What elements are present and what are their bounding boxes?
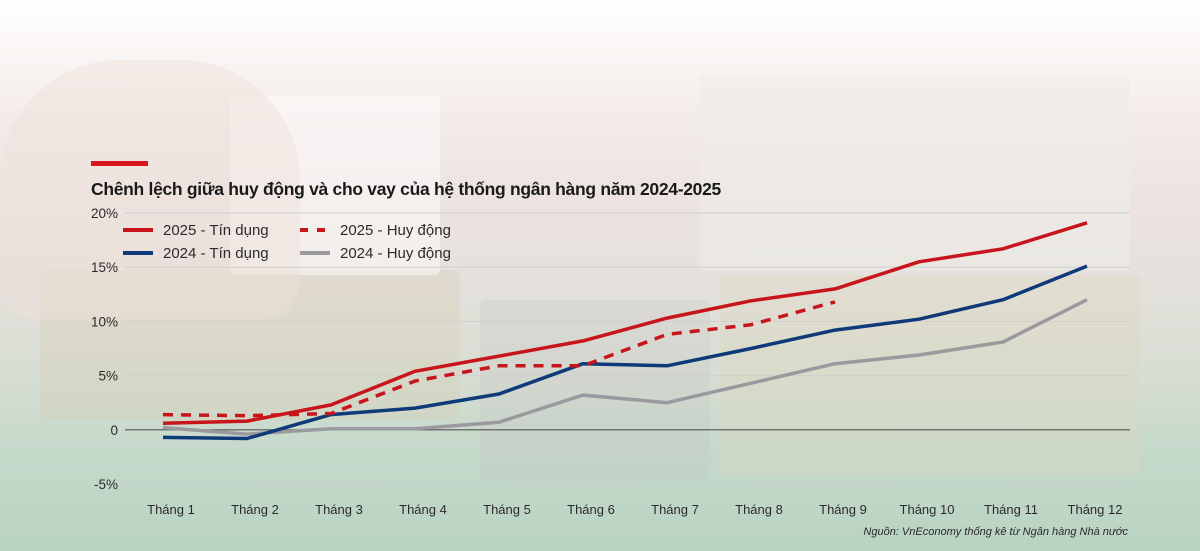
y-tick-label: 5% bbox=[98, 369, 118, 384]
series-line-3 bbox=[162, 298, 1088, 436]
y-tick-label: -5% bbox=[94, 477, 118, 492]
x-tick-label: Tháng 8 bbox=[735, 502, 783, 517]
x-tick-label: Tháng 9 bbox=[819, 502, 867, 517]
banknote-stack-left bbox=[40, 270, 460, 420]
series-line-1 bbox=[162, 300, 836, 418]
y-axis-ticks: 20% 15% 10% 5% 0 -5% bbox=[91, 206, 118, 492]
banknote-stack-left-top bbox=[230, 95, 440, 275]
legend-label: 2024 - Tín dụng bbox=[163, 245, 269, 262]
x-tick-label: Tháng 11 bbox=[984, 502, 1038, 517]
y-tick-label: 20% bbox=[91, 206, 118, 221]
y-tick-label: 0 bbox=[110, 423, 118, 438]
x-tick-label: Tháng 12 bbox=[1068, 502, 1123, 517]
y-tick-label: 15% bbox=[91, 260, 118, 275]
source-note: Nguồn: VnEconomy thống kê từ Ngân hàng N… bbox=[863, 526, 1128, 538]
x-tick-label: Tháng 1 bbox=[147, 502, 195, 517]
x-tick-label: Tháng 2 bbox=[231, 502, 279, 517]
legend-label: 2024 - Huy động bbox=[340, 245, 451, 262]
x-tick-label: Tháng 4 bbox=[399, 502, 447, 517]
series-line-0 bbox=[162, 221, 1088, 426]
bank-note-center-shadow bbox=[480, 300, 710, 480]
x-tick-label: Tháng 10 bbox=[900, 502, 955, 517]
x-axis-ticks: Tháng 1 Tháng 2 Tháng 3 Tháng 4 Tháng 5 Tháng… bbox=[147, 502, 1122, 517]
x-tick-label: Tháng 5 bbox=[483, 502, 531, 517]
title-accent-bar bbox=[91, 161, 148, 166]
hand-shape bbox=[0, 60, 300, 320]
legend-label: 2025 - Tín dụng bbox=[163, 222, 269, 239]
x-tick-label: Tháng 7 bbox=[651, 502, 699, 517]
x-tick-label: Tháng 3 bbox=[315, 502, 363, 517]
legend-label: 2025 - Huy động bbox=[340, 222, 451, 239]
x-tick-label: Tháng 6 bbox=[567, 502, 615, 517]
banknote-stack-right bbox=[700, 75, 1130, 270]
series-line-2 bbox=[162, 264, 1088, 441]
chart-title: Chênh lệch giữa huy động và cho vay của … bbox=[91, 179, 721, 199]
data-lines bbox=[162, 221, 1088, 441]
y-tick-label: 10% bbox=[91, 314, 118, 329]
legend: 2025 - Tín dụng 2025 - Huy động 2024 - Tín… bbox=[123, 222, 451, 262]
